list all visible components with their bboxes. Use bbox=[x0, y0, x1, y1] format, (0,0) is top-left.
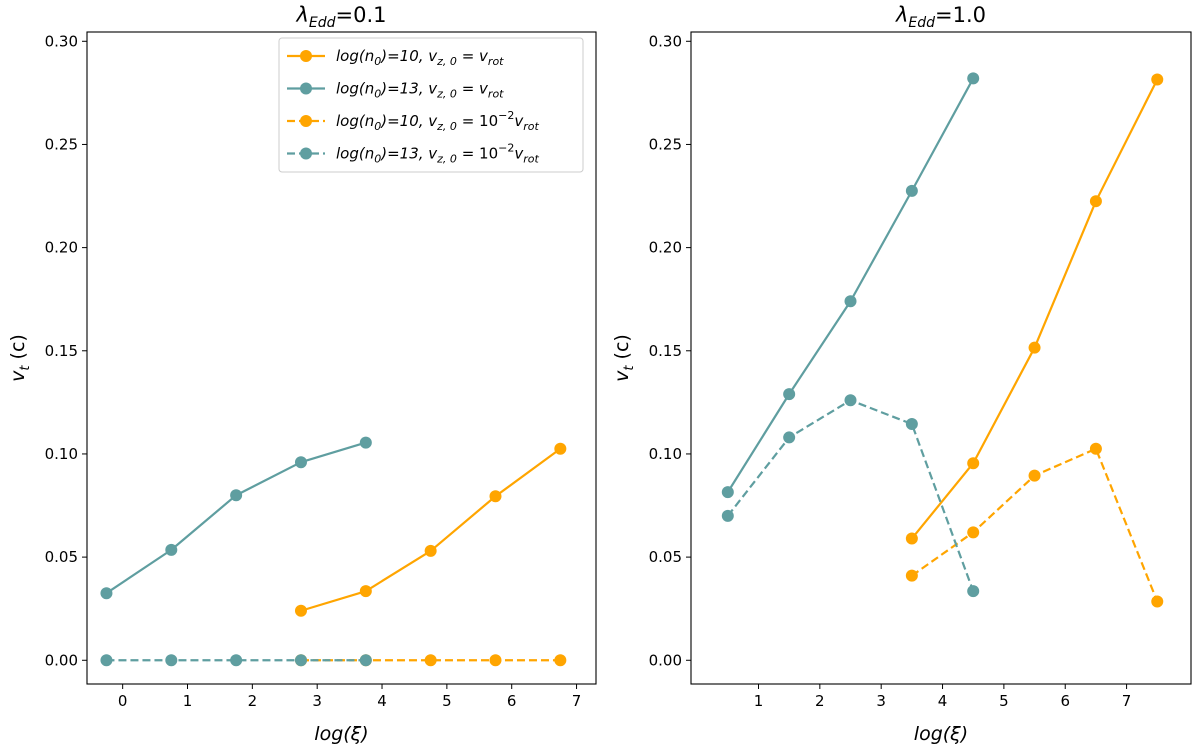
x-tick-label: 6 bbox=[1060, 692, 1070, 710]
x-tick-label: 2 bbox=[248, 692, 258, 710]
data-point bbox=[230, 489, 243, 502]
data-point bbox=[165, 654, 178, 667]
right-panel: 1 2 3 4 5 6 7 0.00 0.05 0.10 0.15 0.20 0.25 0.30 λEdd=… bbox=[611, 3, 1192, 745]
y-tick-label: 0.25 bbox=[45, 135, 78, 153]
x-tick-label: 2 bbox=[815, 692, 825, 710]
y-tick-label: 0.20 bbox=[649, 239, 682, 257]
y-tick-label: 0.00 bbox=[649, 651, 682, 669]
legend: log(n0)=10, vz, 0 = vrot log(n0)=13, vz, … bbox=[278, 37, 584, 173]
legend-marker bbox=[300, 147, 312, 160]
y-tick-label: 0.00 bbox=[45, 651, 78, 669]
x-tick-label: 7 bbox=[1122, 692, 1132, 710]
data-point bbox=[1028, 341, 1041, 354]
series-line-4 bbox=[726, 399, 975, 592]
data-point bbox=[844, 295, 857, 308]
data-point bbox=[783, 431, 796, 444]
x-axis-label: log(ξ) bbox=[314, 723, 368, 745]
data-point bbox=[359, 585, 372, 598]
legend-marker bbox=[300, 50, 312, 62]
x-tick-label: 1 bbox=[183, 692, 193, 710]
chart-title: λEdd=0.1 bbox=[295, 3, 386, 31]
data-point bbox=[294, 456, 307, 469]
data-point bbox=[1151, 73, 1164, 86]
data-point bbox=[905, 418, 918, 431]
data-point bbox=[905, 184, 918, 197]
data-point bbox=[489, 654, 502, 667]
series-line-2 bbox=[726, 77, 975, 493]
y-tick-label: 0.15 bbox=[649, 342, 682, 360]
data-point bbox=[721, 509, 734, 522]
data-point bbox=[967, 72, 980, 85]
legend-marker bbox=[300, 115, 312, 127]
data-point bbox=[967, 457, 980, 470]
x-tick-label: 3 bbox=[312, 692, 322, 710]
series-line-2 bbox=[105, 441, 367, 595]
y-tick-label: 0.10 bbox=[45, 445, 78, 463]
x-tick-label: 4 bbox=[377, 692, 387, 710]
x-tick-label: 3 bbox=[876, 692, 886, 710]
x-tick-label: 0 bbox=[118, 692, 128, 710]
x-tick-label: 5 bbox=[999, 692, 1009, 710]
data-point bbox=[967, 526, 980, 539]
data-point bbox=[967, 585, 980, 598]
legend-entry-label: log(n0)=10, vz, 0 = 10−2vrot bbox=[336, 109, 539, 133]
data-point bbox=[230, 654, 243, 667]
legend-entry-label: log(n0)=10, vz, 0 = vrot bbox=[336, 47, 504, 68]
y-tick-label: 0.30 bbox=[45, 32, 78, 50]
y-tick-label: 0.05 bbox=[45, 548, 78, 566]
data-point bbox=[294, 604, 307, 617]
x-tick-label: 4 bbox=[938, 692, 948, 710]
data-point bbox=[1151, 595, 1164, 608]
x-tick-label: 7 bbox=[572, 692, 582, 710]
legend-marker bbox=[300, 82, 312, 95]
legend-box bbox=[278, 37, 584, 173]
y-tick-label: 0.05 bbox=[649, 548, 682, 566]
x-tick-label: 6 bbox=[507, 692, 517, 710]
data-point bbox=[294, 654, 307, 667]
legend-entry-label: log(n0)=13, vz, 0 = 10−2vrot bbox=[336, 142, 539, 166]
data-point bbox=[554, 442, 567, 455]
data-point bbox=[424, 544, 437, 557]
data-point bbox=[1089, 442, 1102, 455]
data-point bbox=[1089, 195, 1102, 208]
data-point bbox=[554, 654, 567, 667]
data-point bbox=[100, 587, 113, 600]
data-point bbox=[359, 654, 372, 667]
chart-title: λEdd=1.0 bbox=[895, 3, 986, 31]
x-tick-label: 5 bbox=[442, 692, 452, 710]
axes-frame bbox=[690, 31, 1192, 685]
y-tick-label: 0.20 bbox=[45, 239, 78, 257]
y-tick-label: 0.25 bbox=[649, 135, 682, 153]
data-point bbox=[359, 436, 372, 449]
x-axis-label: log(ξ) bbox=[914, 723, 968, 745]
left-panel: 0 1 2 3 4 5 6 7 0.00 0.05 0.10 0.15 0.20 0.25 0.30 λEdd… bbox=[7, 3, 597, 745]
data-point bbox=[721, 486, 734, 499]
y-axis-label: vt (c) bbox=[611, 334, 637, 382]
data-point bbox=[1028, 469, 1041, 482]
data-point bbox=[783, 388, 796, 401]
y-tick-label: 0.15 bbox=[45, 342, 78, 360]
y-tick-label: 0.10 bbox=[649, 445, 682, 463]
series-line-1 bbox=[300, 447, 561, 612]
y-axis-label: vt (c) bbox=[7, 334, 33, 382]
data-point bbox=[905, 532, 918, 545]
data-point bbox=[905, 569, 918, 582]
data-point bbox=[489, 490, 502, 503]
data-point bbox=[165, 543, 178, 556]
data-point bbox=[100, 654, 113, 667]
data-point bbox=[844, 394, 857, 407]
y-tick-label: 0.30 bbox=[649, 32, 682, 50]
data-point bbox=[424, 654, 437, 667]
axes-frame bbox=[86, 31, 597, 685]
legend-entry-label: log(n0)=13, vz, 0 = vrot bbox=[336, 80, 504, 101]
x-tick-label: 1 bbox=[754, 692, 764, 710]
